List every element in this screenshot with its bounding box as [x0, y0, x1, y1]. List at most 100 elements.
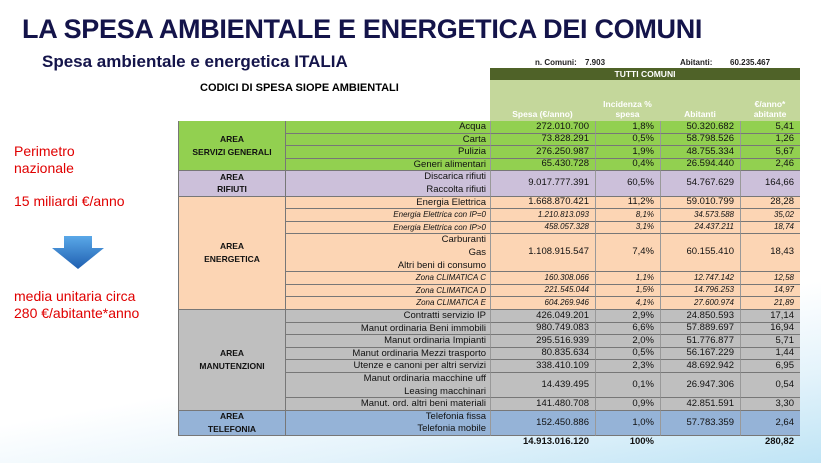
value-cell: 14,97 — [740, 284, 800, 298]
area-label: AREA MANUTENZIONI — [178, 310, 285, 411]
arrow — [52, 236, 104, 269]
value-cell: 0,1% — [595, 373, 660, 399]
value-cell: 48.692.942 — [660, 360, 740, 373]
label-line: Energia Elettrica con IP>0 — [393, 222, 486, 232]
value-cell: 0,5% — [595, 347, 660, 361]
label-line: Manut ordinaria Impianti — [384, 335, 486, 347]
value-cell: 1.668.870.421 — [490, 196, 595, 210]
label-line: Zona CLIMATICA E — [416, 298, 486, 308]
value-cell: 604.269.946 — [490, 297, 595, 310]
value-cell: 24.850.593 — [660, 310, 740, 323]
area-line: SERVIZI GENERALI — [192, 146, 272, 157]
value-cell: 6,95 — [740, 360, 800, 373]
value-cell: 2,3% — [595, 360, 660, 373]
value-cell: 9.017.777.391 — [490, 171, 595, 197]
value-cell: 152.450.886 — [490, 410, 595, 436]
label-line: Carta — [462, 133, 486, 145]
comuni-value: 7.903 — [585, 58, 606, 67]
value-cell: 0,5% — [595, 133, 660, 147]
total-cell: 100% — [629, 436, 654, 447]
value-cell: 26.947.306 — [660, 373, 740, 399]
value-cell: 164,66 — [740, 171, 800, 197]
value-cell: 295.516.939 — [490, 335, 595, 348]
area-line: AREA — [219, 241, 245, 252]
value-cell: 17,14 — [740, 310, 800, 323]
value-cell: 426.049.201 — [490, 310, 595, 323]
row-label: Carburanti Gas Altri beni di consumo — [285, 234, 490, 273]
area-line: TELEFONIA — [207, 423, 257, 434]
value-cell: 34.573.588 — [660, 209, 740, 222]
label-line: Zona CLIMATICA C — [415, 273, 486, 283]
row-label: Manut ordinaria Beni immobili — [285, 322, 490, 336]
row-label: Contratti servizio IP — [285, 310, 490, 323]
label-line: Telefonia mobile — [417, 423, 486, 435]
side-text: 15 miliardi €/anno — [14, 193, 125, 209]
area-line: ENERGETICA — [204, 253, 260, 264]
row-label: Zona CLIMATICA E — [285, 297, 490, 310]
value-cell: 141.480.708 — [490, 398, 595, 411]
value-cell: 1,44 — [740, 347, 800, 361]
value-cell: 2,0% — [595, 335, 660, 348]
value-cell: 1,26 — [740, 133, 800, 147]
value-cell: 7,4% — [595, 234, 660, 273]
value-cell: 51.776.877 — [660, 335, 740, 348]
label-line: Contratti servizio IP — [403, 310, 486, 321]
label-line: Manut. ord. altri beni materiali — [360, 398, 486, 410]
value-cell: 3,30 — [740, 398, 800, 411]
column-header: Spesa (€/anno) — [512, 109, 573, 119]
value-cell: 2,64 — [740, 410, 800, 436]
value-cell: 65.430.728 — [490, 158, 595, 172]
value-cell: 16,94 — [740, 322, 800, 336]
area-line: RIFIUTI — [217, 184, 247, 195]
column-header: Abitanti — [684, 109, 716, 119]
value-cell: 458.057.328 — [490, 221, 595, 235]
value-cell: 276.250.987 — [490, 146, 595, 159]
row-label: Manut ordinaria Impianti — [285, 335, 490, 348]
side-text: media unitaria circa 280 €/abitante*anno — [14, 288, 140, 321]
value-cell: 980.749.083 — [490, 322, 595, 336]
value-cell: 57.889.697 — [660, 322, 740, 336]
row-label: Telefonia fissa Telefonia mobile — [285, 410, 490, 436]
area-line: AREA — [219, 348, 245, 359]
label-line: Raccolta rifiuti — [426, 183, 486, 195]
label-line: Carburanti — [441, 234, 486, 246]
label-line: Gas — [468, 246, 486, 258]
label-line: Altri beni di consumo — [397, 259, 486, 271]
row-label: Zona CLIMATICA C — [285, 272, 490, 285]
area-label: AREA SERVIZI GENERALI — [178, 121, 285, 172]
header-band: TUTTI COMUNI — [490, 68, 800, 80]
area-line: AREA — [219, 411, 245, 422]
area-line: AREA — [219, 171, 245, 182]
row-label: Utenze e canoni per altri servizi — [285, 360, 490, 373]
area-line: MANUTENZIONI — [199, 360, 265, 371]
value-cell: 21,89 — [740, 297, 800, 310]
value-cell: 160.308.066 — [490, 272, 595, 285]
value-cell: 18,43 — [740, 234, 800, 273]
value-cell: 6,6% — [595, 322, 660, 336]
row-label: Energia Elettrica — [285, 196, 490, 210]
area-line: AREA — [219, 134, 245, 145]
value-cell: 60,5% — [595, 171, 660, 197]
group-header: TUTTI COMUNI — [614, 69, 676, 79]
value-cell: 1.108.915.547 — [490, 234, 595, 273]
value-cell: 1.210.813.093 — [490, 209, 595, 222]
value-cell: 18,74 — [740, 221, 800, 235]
label-line: Manut ordinaria macchine uff — [363, 373, 486, 384]
value-cell: 2,9% — [595, 310, 660, 323]
value-cell: 73.828.291 — [490, 133, 595, 147]
value-cell: 60.155.410 — [660, 234, 740, 273]
row-label: Acqua — [285, 121, 490, 134]
value-cell: 5,67 — [740, 146, 800, 159]
value-cell: 26.594.440 — [660, 158, 740, 172]
abitanti-value: 60.235.467 — [730, 58, 771, 67]
row-label: Manut. ord. altri beni materiali — [285, 398, 490, 411]
value-cell: 1,8% — [595, 121, 660, 134]
row-label: Zona CLIMATICA D — [285, 284, 490, 298]
side-text: Perimetro nazionale — [14, 143, 75, 176]
title: LA SPESA AMBIENTALE E ENERGETICA DEI COM… — [22, 14, 703, 44]
value-cell: 50.320.682 — [660, 121, 740, 134]
subtitle: Spesa ambientale e energetica ITALIA — [42, 52, 348, 71]
value-cell: 0,4% — [595, 158, 660, 172]
value-cell: 12.747.142 — [660, 272, 740, 285]
